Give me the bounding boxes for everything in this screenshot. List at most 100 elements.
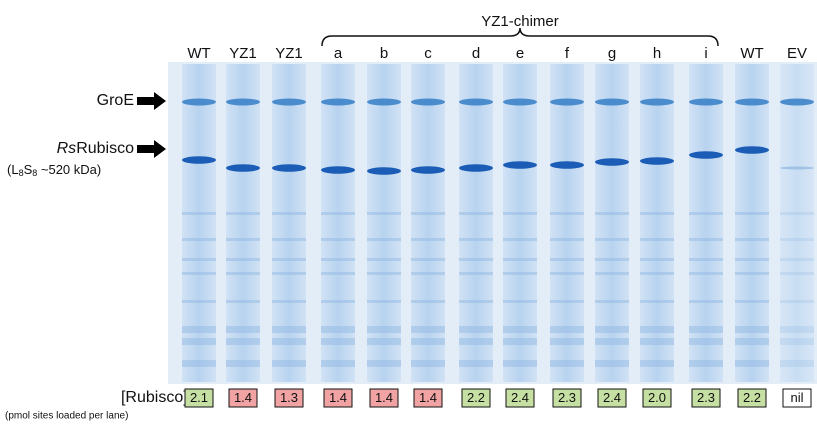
minor-band [689,272,723,275]
minor-band [459,258,493,261]
quant-label: [Rubisco]- [121,389,193,406]
minor-band [272,212,306,215]
minor-band [780,300,814,303]
minor-band [182,272,216,275]
minor-band [780,258,814,261]
minor-band [411,326,445,333]
groe-band [780,98,814,106]
groe-band [595,98,629,106]
minor-band [226,258,260,261]
minor-band [411,212,445,215]
rubisco-band [226,164,260,172]
minor-band [550,360,584,367]
minor-band [780,338,814,345]
minor-band [459,326,493,333]
minor-band [595,360,629,367]
minor-band [367,272,401,275]
minor-band [595,258,629,261]
rubisco-value: 1.4 [234,390,252,405]
lane [226,64,260,382]
minor-band [182,212,216,215]
value-box [782,388,812,408]
minor-band [411,300,445,303]
rubisco-band [272,164,306,172]
minor-band [550,272,584,275]
minor-band [459,338,493,345]
note-sub: 8 [32,168,37,178]
value-box [737,388,767,408]
rubisco-value: 2.3 [558,390,576,405]
lane [459,64,493,382]
minor-band [640,212,674,215]
minor-band [640,300,674,303]
lane [182,64,216,382]
lane [735,64,769,382]
rubisco-band [503,161,537,169]
minor-band [780,360,814,367]
minor-band [226,300,260,303]
rubisco-value: 1.4 [329,390,347,405]
lanes [182,64,814,382]
minor-band [640,326,674,333]
minor-band [735,360,769,367]
minor-band [550,212,584,215]
minor-band [503,272,537,275]
minor-band [367,338,401,345]
minor-band [459,212,493,215]
value-box [228,388,258,408]
lane [321,64,355,382]
rubisco-band [735,146,769,154]
value-box [184,388,214,408]
minor-band [735,238,769,241]
minor-band [459,300,493,303]
minor-band [780,326,814,333]
group-label: YZ1-chimer [481,13,559,30]
minor-band [367,326,401,333]
size-note: (L8S8 ~520 kDa) [7,162,101,178]
minor-band [321,258,355,261]
minor-band [411,272,445,275]
rubisco-value: 2.2 [467,390,485,405]
groe-band [503,98,537,106]
arrow [137,92,166,110]
minor-band [780,238,814,241]
minor-band [459,272,493,275]
minor-band [182,338,216,345]
rubisco-band [689,151,723,159]
minor-band [735,338,769,345]
minor-band [735,300,769,303]
minor-band [595,326,629,333]
minor-band [689,258,723,261]
minor-band [595,272,629,275]
value-box [642,388,672,408]
minor-band [411,338,445,345]
minor-band [689,300,723,303]
minor-band [321,360,355,367]
minor-band [321,338,355,345]
lane-label: i [704,45,707,62]
value-box [369,388,399,408]
minor-band [503,258,537,261]
lane-label: WT [740,45,763,62]
rubisco-value: 1.4 [419,390,437,405]
lane-label: h [653,45,661,62]
minor-band [182,238,216,241]
groe-band [459,98,493,106]
rubisco-band [459,164,493,172]
rubisco-value: 2.4 [511,390,529,405]
group-brace [321,27,719,47]
value-box [552,388,582,408]
lane [411,64,445,382]
rubisco-value: 2.0 [648,390,666,405]
minor-band [689,338,723,345]
rubisco-band [182,156,216,164]
lane-label: e [516,45,524,62]
minor-band [550,326,584,333]
lane [272,64,306,382]
minor-band [595,238,629,241]
lane-label: YZ1 [229,45,257,62]
minor-band [735,272,769,275]
rubisco-band [595,158,629,166]
rubisco-band [367,167,401,175]
minor-band [411,258,445,261]
